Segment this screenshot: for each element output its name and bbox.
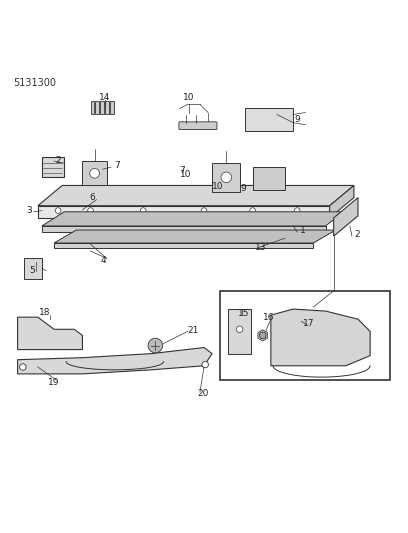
Polygon shape (38, 206, 330, 218)
Text: 9: 9 (294, 115, 300, 124)
Circle shape (259, 332, 266, 338)
Bar (82, 161, 107, 185)
Bar (91, 101, 94, 114)
Bar (220, 291, 390, 380)
Circle shape (55, 208, 61, 213)
Text: 10: 10 (183, 93, 194, 102)
Text: 7: 7 (114, 161, 120, 170)
Polygon shape (334, 198, 358, 236)
Text: 4: 4 (101, 256, 106, 265)
Polygon shape (18, 348, 212, 374)
Text: 10: 10 (213, 182, 224, 191)
Text: 19: 19 (47, 378, 59, 387)
Circle shape (202, 361, 208, 368)
Text: 16: 16 (263, 313, 275, 321)
Text: 7: 7 (179, 166, 184, 174)
Polygon shape (54, 230, 336, 243)
Bar (95, 101, 99, 114)
Text: 13: 13 (255, 243, 266, 252)
Polygon shape (42, 212, 344, 226)
Circle shape (140, 208, 146, 213)
Polygon shape (42, 157, 64, 177)
Polygon shape (18, 317, 82, 350)
Text: 17: 17 (303, 319, 314, 328)
Text: 3: 3 (26, 206, 32, 215)
Bar (24, 259, 42, 279)
Polygon shape (330, 185, 354, 218)
Bar (110, 101, 114, 114)
Text: 14: 14 (99, 93, 111, 102)
Text: 9: 9 (240, 184, 246, 193)
FancyBboxPatch shape (179, 122, 217, 130)
Text: 15: 15 (238, 309, 249, 318)
Circle shape (221, 172, 232, 183)
Polygon shape (228, 309, 251, 353)
Text: 2: 2 (355, 230, 360, 239)
Text: 20: 20 (197, 389, 209, 398)
Polygon shape (38, 185, 354, 206)
Circle shape (294, 208, 300, 213)
Circle shape (90, 168, 100, 178)
Circle shape (20, 364, 26, 370)
Text: 21: 21 (187, 326, 198, 335)
Polygon shape (42, 226, 326, 232)
Bar (244, 108, 293, 131)
Bar (253, 167, 285, 190)
Circle shape (88, 208, 93, 213)
Circle shape (236, 326, 243, 333)
Polygon shape (271, 309, 370, 366)
Polygon shape (54, 243, 313, 248)
Text: 18: 18 (40, 308, 51, 317)
Text: 6: 6 (90, 193, 95, 201)
Text: 10: 10 (180, 170, 191, 179)
Text: 1: 1 (300, 227, 306, 236)
Circle shape (201, 208, 207, 213)
Bar (100, 101, 104, 114)
Bar (105, 101, 109, 114)
Bar (212, 163, 240, 191)
Text: 5: 5 (29, 266, 35, 275)
Text: 2: 2 (55, 156, 61, 165)
Circle shape (250, 208, 255, 213)
Text: 5131300: 5131300 (13, 78, 57, 88)
Circle shape (148, 338, 163, 353)
